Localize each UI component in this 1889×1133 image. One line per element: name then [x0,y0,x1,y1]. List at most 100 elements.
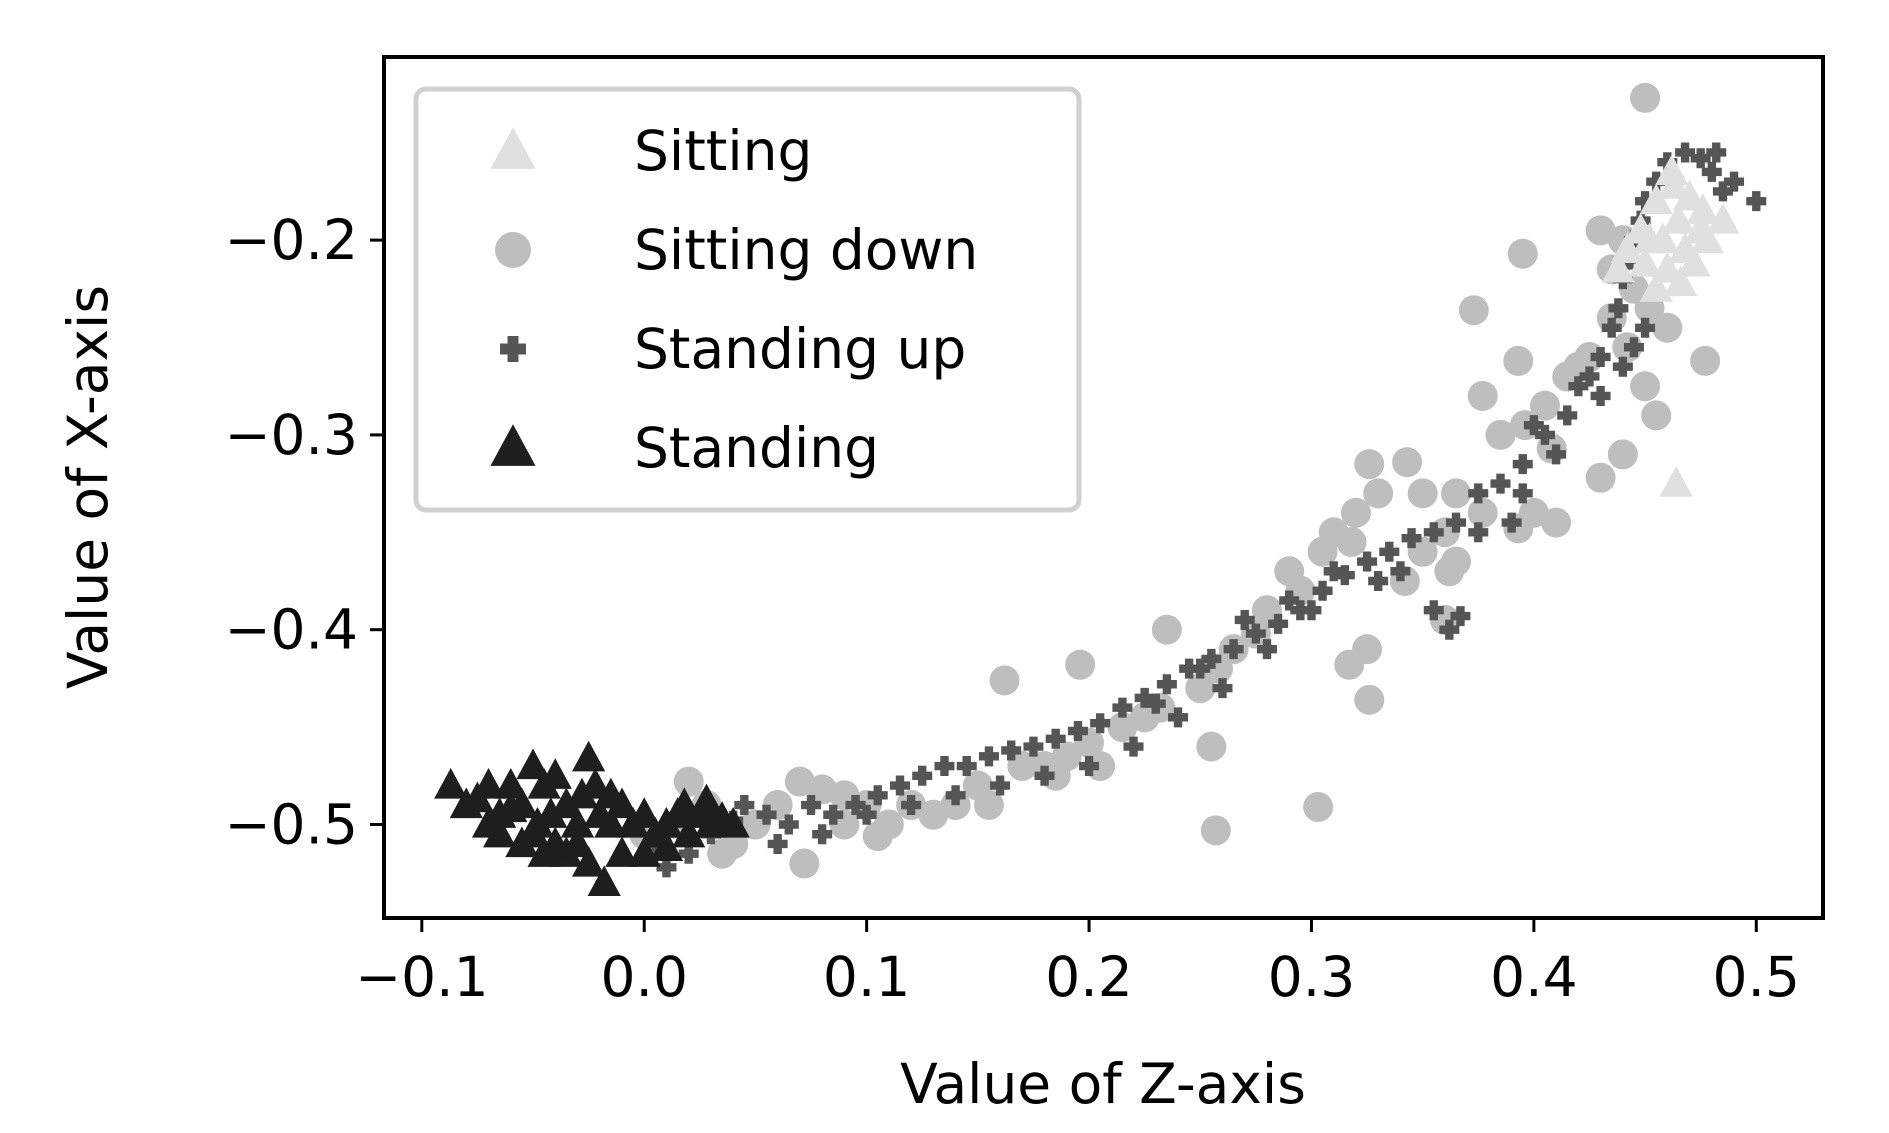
point-standing-up [1045,728,1066,749]
point-sitting-down [1641,400,1672,431]
point-standing-up [1168,707,1189,728]
point-sitting-down [1441,478,1472,509]
point-standing-up [1724,171,1745,192]
point-standing [471,806,506,838]
x-tick-label: 0.1 [823,945,910,1009]
point-sitting-down [1274,556,1305,587]
point-standing [494,791,528,823]
point-standing-up [801,795,822,816]
point-standing-up [1635,317,1656,338]
point-standing [716,806,750,838]
point-standing-up [1557,405,1578,426]
point-standing [549,787,584,819]
point-sitting-down [1585,462,1616,493]
point-standing-up [812,824,833,845]
legend-frame [413,86,1082,513]
point-standing [627,797,661,828]
legend-label-standing: Standing [634,416,879,480]
point-sitting-down [784,766,815,797]
point-standing-up [1212,678,1233,699]
point-sitting-down [1690,345,1721,376]
point-sitting-down [989,665,1020,696]
x-axis: −0.1 0.0 0.1 0.2 0.3 0.4 0.5 [355,918,1800,1009]
point-standing [516,748,550,780]
x-tick-label: −0.1 [355,945,489,1009]
point-sitting-down [1185,673,1216,704]
point-standing-up [1608,298,1629,319]
point-standing-up [1512,483,1533,504]
point-sitting [1639,183,1673,215]
point-standing [560,806,595,838]
point-standing [672,816,706,848]
point-standing-up [1534,424,1555,445]
point-sitting-down [1065,649,1096,680]
point-standing-up [1468,522,1489,543]
point-sitting [1677,245,1711,277]
y-axis-label: Value of X-axis [56,285,120,689]
x-axis-label: Value of Z-axis [900,1052,1306,1116]
point-standing-up [1201,648,1222,669]
point-sitting [1686,193,1720,225]
point-standing-up [1145,693,1166,714]
point-standing-up [734,795,755,816]
point-sitting-down [1630,82,1661,113]
point-standing-up [1190,658,1211,679]
point-standing-up [1067,720,1088,741]
point-sitting [1632,222,1667,254]
point-standing-up [1706,142,1727,163]
plot-area [434,82,1767,897]
x-tick-label: 0.4 [1490,945,1577,1009]
point-standing-up [678,843,699,864]
point-standing-up [1657,152,1678,173]
y-tick-label: −0.5 [224,792,358,856]
point-sitting-down [1354,449,1385,480]
point-standing-up [1379,541,1400,562]
point-standing [571,740,606,772]
x-tick-label: 0.2 [1045,945,1132,1009]
point-standing-up [856,804,877,825]
series-standing-up [645,142,1767,878]
x-tick-label: 0.0 [600,945,687,1009]
point-sitting-down [1196,731,1227,762]
point-standing-up [1234,609,1255,630]
point-standing-up [1623,337,1644,358]
point-standing-up [956,756,977,777]
point-standing-up [1223,639,1244,660]
point-standing [571,845,606,877]
point-standing-up [1579,366,1600,387]
point-sitting [1639,271,1673,302]
point-sitting [1664,265,1698,297]
point-sitting-down [1503,345,1534,376]
point-sitting-down [1485,419,1516,450]
point-standing-up [1468,483,1489,504]
point-standing-up [1646,171,1667,192]
point-standing-up [867,785,888,806]
point-sitting-down [1200,815,1231,846]
point-standing-up [1523,415,1544,436]
legend-marker-standing [490,424,536,466]
point-sitting [1601,251,1636,283]
point-standing-up [1423,600,1444,621]
y-tick-label: −0.4 [224,598,358,662]
legend-item-sitting: Sitting [490,119,812,183]
x-tick-label: 0.3 [1268,945,1355,1009]
point-standing-up [1690,148,1711,169]
point-standing-up [990,775,1011,796]
point-standing-up [1156,674,1177,695]
point-standing-up [656,857,677,878]
point-standing-up [1023,736,1044,757]
point-sitting-down [1303,791,1334,822]
point-standing [494,768,528,799]
point-standing-up [845,795,866,816]
point-sitting-down [707,838,738,869]
point-standing-up [823,804,844,825]
point-standing-up [1701,161,1722,182]
legend-label-sitting: Sitting [634,119,812,183]
point-standing-up [1001,740,1022,761]
point-standing-up [1256,639,1277,660]
x-tick-label: 0.5 [1713,945,1800,1009]
point-standing-up [1323,561,1344,582]
point-standing-up [901,795,922,816]
point-standing-up [1746,191,1767,212]
